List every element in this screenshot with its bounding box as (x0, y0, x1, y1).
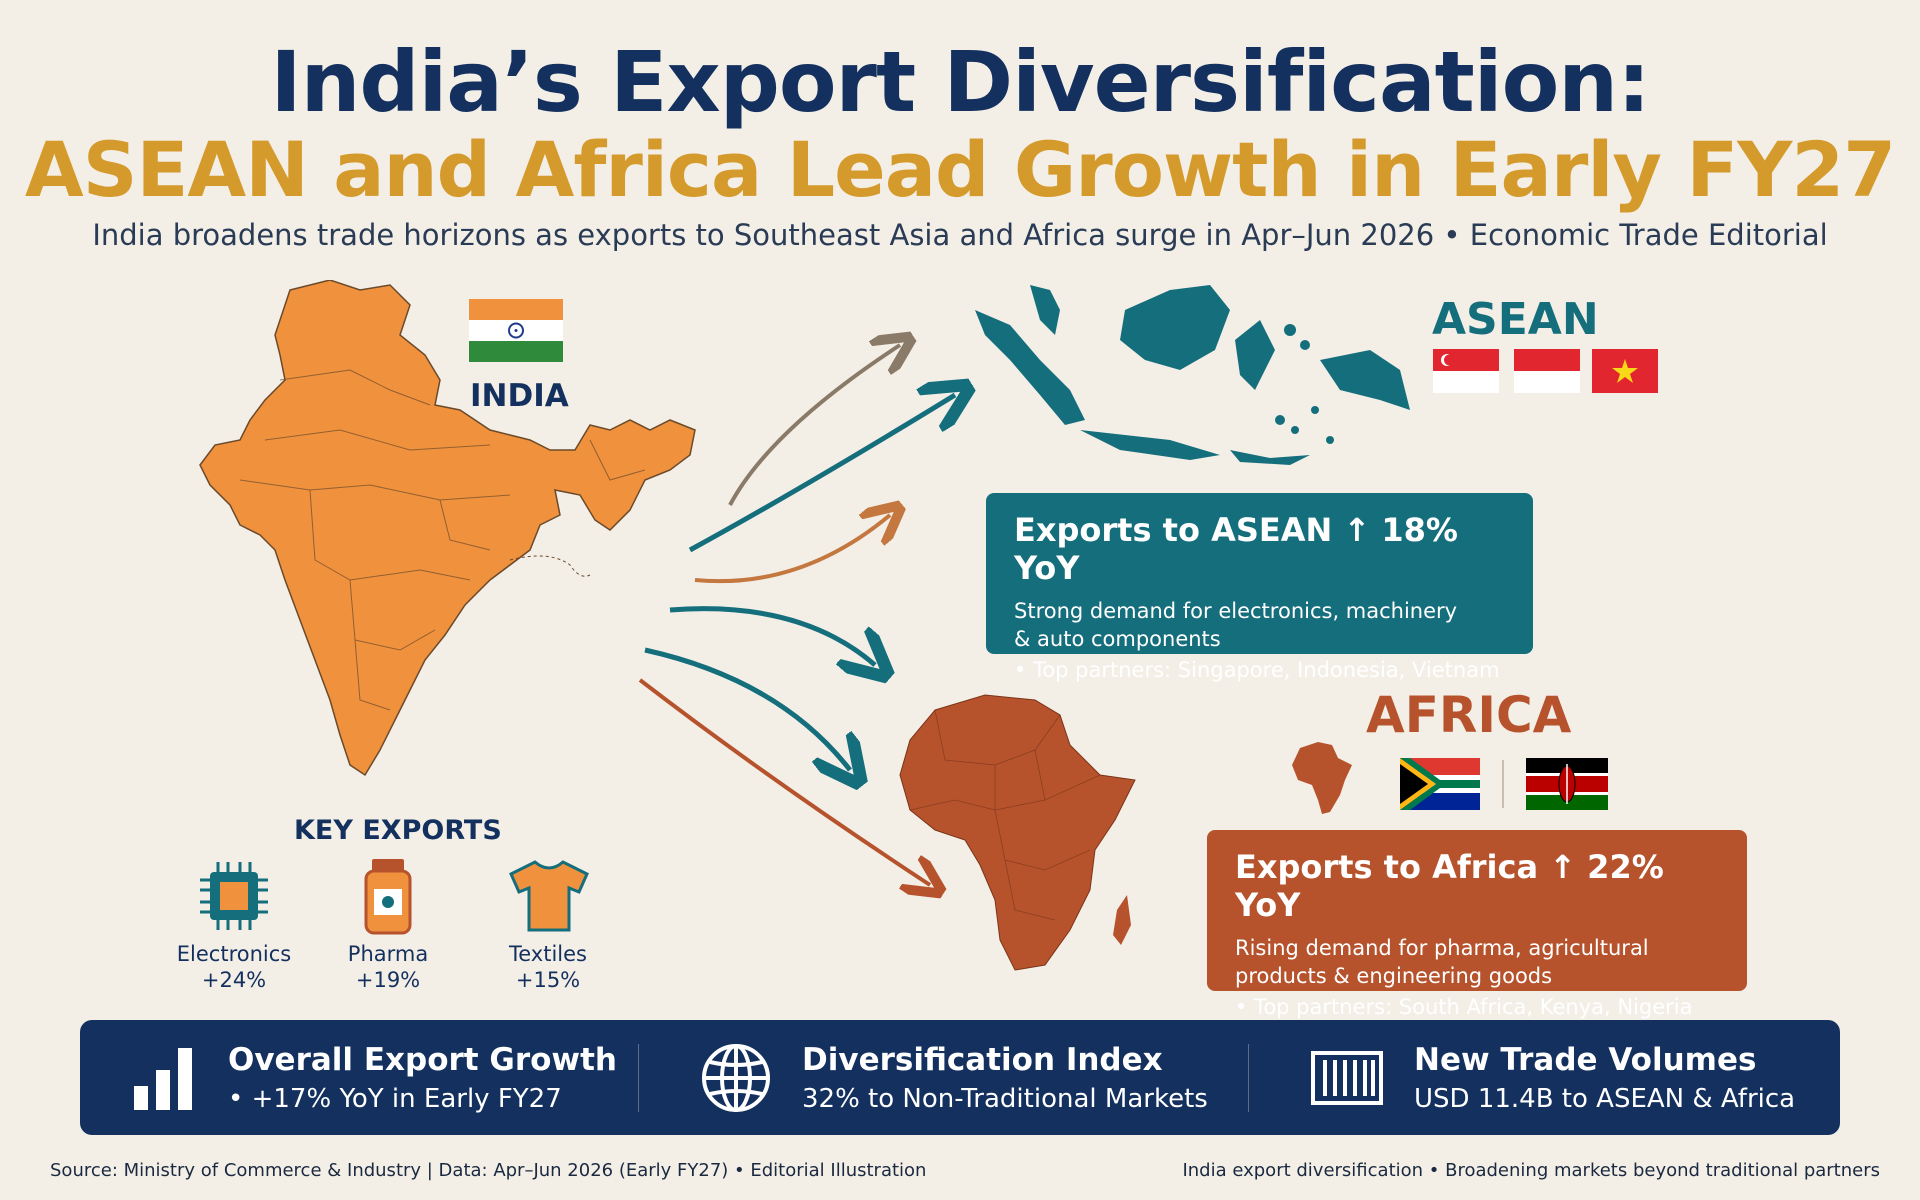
export-value: +24% (201, 968, 267, 992)
export-item-electronics: Electronics +24% (164, 942, 304, 992)
stat-title: Diversification Index (802, 1042, 1163, 1078)
stat-export-growth: Overall Export Growth • +17% YoY in Earl… (228, 1042, 617, 1114)
stats-divider (638, 1044, 639, 1112)
stats-divider (1248, 1044, 1249, 1112)
asean-label: ASEAN (1432, 294, 1599, 345)
chip-icon (200, 862, 268, 930)
africa-label: AFRICA (1366, 686, 1572, 744)
africa-small-icon (1292, 742, 1352, 814)
export-item-textiles: Textiles +15% (478, 942, 618, 992)
stat-diversification-index: Diversification Index 32% to Non-Traditi… (802, 1042, 1208, 1114)
africa-desc-line2: products & engineering goods (1235, 964, 1553, 989)
india-flag (469, 299, 563, 362)
subtitle: India broadens trade horizons as exports… (92, 218, 1828, 252)
india-label: INDIA (470, 378, 569, 414)
africa-partners: • Top partners: South Africa, Kenya, Nig… (1235, 994, 1693, 1019)
indonesia-flag (1514, 349, 1580, 393)
stat-value: 32% to Non-Traditional Markets (802, 1084, 1208, 1114)
stat-value: • +17% YoY in Early FY27 (228, 1084, 562, 1114)
asean-headline: Exports to ASEAN ↑ 18% YoY (1014, 511, 1458, 587)
export-value: +15% (515, 968, 581, 992)
asean-callout: Exports to ASEAN ↑ 18% YoY Strong demand… (986, 493, 1533, 682)
africa-desc-line1: Rising demand for pharma, agricultural (1235, 936, 1649, 960)
export-value: +19% (355, 968, 421, 992)
africa-callout: Exports to Africa ↑ 22% YoY Rising deman… (1207, 830, 1747, 1019)
south-africa-flag (1400, 758, 1480, 810)
key-exports-label: KEY EXPORTS (294, 815, 502, 846)
kenya-flag (1526, 758, 1608, 810)
title-line1: India’s Export Diversification: (270, 33, 1650, 131)
globe-icon (702, 1044, 770, 1112)
africa-headline: Exports to Africa ↑ 22% YoY (1235, 848, 1664, 924)
vietnam-flag (1592, 349, 1658, 393)
export-item-pharma: Pharma +19% (318, 942, 458, 992)
stat-trade-volumes: New Trade Volumes USD 11.4B to ASEAN & A… (1414, 1042, 1795, 1114)
stat-title: New Trade Volumes (1414, 1042, 1757, 1078)
flag-divider (1502, 760, 1504, 808)
asean-desc-line2: & auto components (1014, 627, 1221, 652)
trade-flow-arrows (638, 320, 1000, 900)
export-name: Pharma (347, 942, 429, 966)
asean-map-icon (975, 285, 1410, 465)
asean-desc-line1: Strong demand for electronics, machinery (1014, 599, 1458, 623)
medicine-bottle-icon (364, 859, 412, 935)
footer-tagline: India export diversification • Broadenin… (1182, 1160, 1880, 1181)
india-map-icon (199, 280, 696, 777)
stat-value: USD 11.4B to ASEAN & Africa (1414, 1084, 1796, 1114)
stat-title: Overall Export Growth (228, 1042, 617, 1078)
export-name: Electronics (176, 942, 292, 966)
singapore-flag (1433, 349, 1499, 393)
tshirt-icon (509, 860, 589, 932)
footer-source: Source: Ministry of Commerce & Industry … (50, 1160, 927, 1181)
stats-bar: Overall Export Growth • +17% YoY in Earl… (80, 1020, 1840, 1135)
title-line2: ASEAN and Africa Lead Growth in Early FY… (24, 125, 1896, 214)
bar-chart-icon (134, 1048, 192, 1110)
africa-map-icon (899, 694, 1136, 971)
asean-partners: • Top partners: Singapore, Indonesia, Vi… (1014, 657, 1500, 682)
export-name: Textiles (508, 942, 587, 966)
shipping-container-icon (1311, 1051, 1383, 1105)
